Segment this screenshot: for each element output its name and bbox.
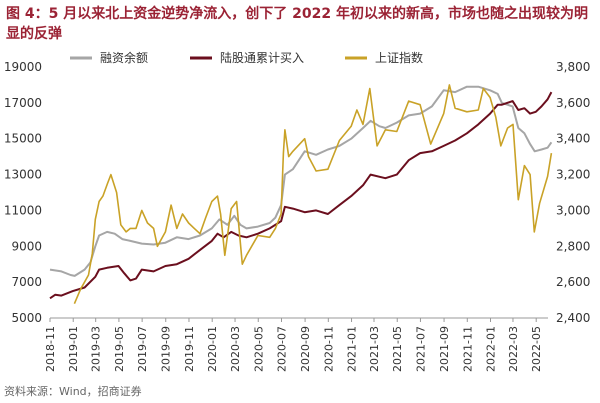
left-y-tick-label: 11000 — [4, 203, 42, 217]
x-tick-label: 2021-11 — [461, 326, 474, 372]
left-y-tick-label: 7000 — [11, 275, 42, 289]
source-note: 资料来源：Wind，招商证券 — [4, 385, 142, 398]
legend: 融资余额 陆股通累计买入 上证指数 — [70, 50, 423, 65]
plot-series — [49, 84, 553, 305]
left-y-tick-label: 9000 — [11, 239, 42, 253]
x-tick-label: 2020-01 — [206, 326, 219, 372]
x-tick-label: 2019-01 — [67, 326, 80, 372]
right-y-tick-label: 3,600 — [556, 96, 590, 110]
x-tick-label: 2022-05 — [530, 326, 543, 372]
right-y-tick-label: 3,800 — [556, 60, 590, 74]
left-y-tick-label: 17000 — [4, 96, 42, 110]
legend-label: 上证指数 — [375, 50, 423, 65]
series-line-0 — [49, 85, 553, 277]
left-axis-ticks: 5000 7000 9000 11000 13000 15000 17000 19000 — [4, 60, 42, 325]
x-tick-label: 2019-05 — [113, 326, 126, 372]
right-axis-ticks: 2,400 2,600 2,800 3,000 3,200 3,400 3,600 3,800 — [556, 60, 590, 325]
right-y-tick-label: 3,200 — [556, 168, 590, 182]
legend-label: 陆股通累计买入 — [220, 50, 304, 65]
x-tick-label: 2019-03 — [90, 326, 103, 372]
right-y-tick-label: 3,000 — [556, 203, 590, 217]
left-y-tick-label: 5000 — [11, 311, 42, 325]
x-tick-label: 2021-05 — [391, 326, 404, 372]
x-tick-label: 2021-07 — [414, 326, 427, 372]
x-axis-ticks: 2018-11 2019-01 2019-03 2019-05 2019-07 2019-… — [44, 318, 543, 372]
x-tick-label: 2020-07 — [275, 326, 288, 372]
figure-title: 图 4：5 月以来北上资金逆势净流入，创下了 2022 年初以来的新高，市场也随… — [6, 6, 588, 42]
right-y-tick-label: 2,400 — [556, 311, 590, 325]
x-tick-label: 2022-03 — [507, 326, 520, 372]
series-line-1 — [49, 91, 553, 300]
right-y-tick-label: 2,600 — [556, 275, 590, 289]
left-y-tick-label: 19000 — [4, 60, 42, 74]
right-y-tick-label: 2,800 — [556, 239, 590, 253]
x-tick-label: 2021-03 — [368, 326, 381, 372]
x-tick-label: 2020-05 — [252, 326, 265, 372]
x-tick-label: 2021-09 — [438, 326, 451, 372]
right-y-tick-label: 3,400 — [556, 132, 590, 146]
x-tick-label: 2022-01 — [485, 326, 498, 372]
legend-label: 融资余额 — [100, 50, 148, 65]
x-tick-label: 2021-01 — [346, 326, 359, 372]
x-tick-label: 2020-09 — [299, 326, 312, 372]
x-tick-label: 2020-03 — [229, 326, 242, 372]
x-tick-label: 2018-11 — [44, 326, 57, 372]
x-tick-label: 2019-07 — [136, 326, 149, 372]
x-tick-label: 2020-11 — [322, 326, 335, 372]
x-tick-label: 2019-09 — [160, 326, 173, 372]
x-tick-label: 2019-11 — [183, 326, 196, 372]
series-line-2 — [73, 84, 553, 305]
left-y-tick-label: 15000 — [4, 132, 42, 146]
left-y-tick-label: 13000 — [4, 168, 42, 182]
